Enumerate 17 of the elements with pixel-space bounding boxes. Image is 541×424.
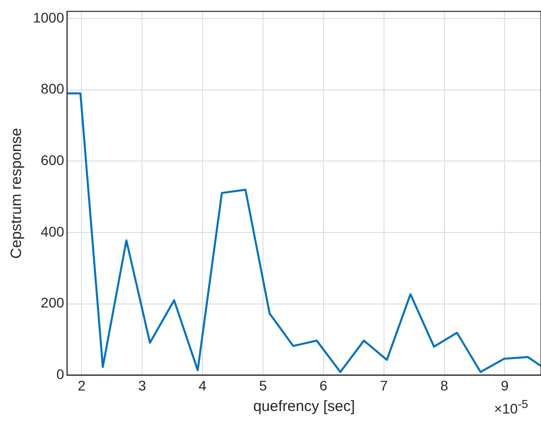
y-tick-label: 400 xyxy=(40,223,64,240)
x-tick-label: 2 xyxy=(78,377,86,394)
y-tick-label: 1000 xyxy=(32,9,64,26)
y-axis-title: Cepstrum response xyxy=(8,128,26,259)
y-tick-label: 200 xyxy=(40,294,64,311)
x-tick-label: 6 xyxy=(320,377,328,394)
x-tick-label: 5 xyxy=(259,377,268,394)
x-tick-label: 3 xyxy=(138,377,146,394)
y-tick-label: 600 xyxy=(40,152,64,168)
x-axis-title: quefrency [sec] xyxy=(253,398,355,416)
x-tick-label: 4 xyxy=(198,377,207,394)
x-tick-label: 9 xyxy=(500,377,509,394)
y-tick-label: 800 xyxy=(40,80,64,97)
text: ×10$^{-5}$ xyxy=(494,398,528,417)
x-tick-label: 8 xyxy=(440,377,448,394)
y-tick-label: 0 xyxy=(56,366,64,382)
x-tick-label: 7 xyxy=(380,377,388,394)
